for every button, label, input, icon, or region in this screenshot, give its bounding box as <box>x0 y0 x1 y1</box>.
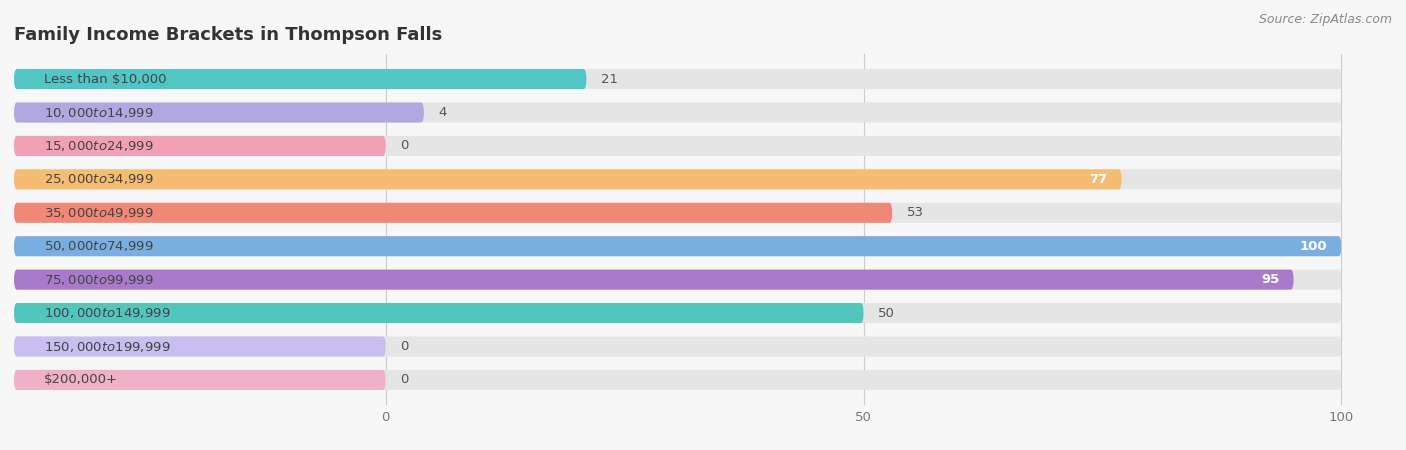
Text: $50,000 to $74,999: $50,000 to $74,999 <box>44 239 153 253</box>
Text: 53: 53 <box>907 206 924 219</box>
Text: Family Income Brackets in Thompson Falls: Family Income Brackets in Thompson Falls <box>14 26 443 44</box>
Text: 50: 50 <box>877 306 894 320</box>
FancyBboxPatch shape <box>14 69 1341 89</box>
FancyBboxPatch shape <box>14 103 425 122</box>
Text: 0: 0 <box>401 374 408 387</box>
Text: $35,000 to $49,999: $35,000 to $49,999 <box>44 206 153 220</box>
FancyBboxPatch shape <box>14 203 893 223</box>
Text: $15,000 to $24,999: $15,000 to $24,999 <box>44 139 153 153</box>
FancyBboxPatch shape <box>14 303 1341 323</box>
FancyBboxPatch shape <box>14 370 1341 390</box>
Text: $100,000 to $149,999: $100,000 to $149,999 <box>44 306 170 320</box>
FancyBboxPatch shape <box>14 236 1341 256</box>
Text: $75,000 to $99,999: $75,000 to $99,999 <box>44 273 153 287</box>
Text: 100: 100 <box>1299 240 1327 253</box>
FancyBboxPatch shape <box>14 303 863 323</box>
FancyBboxPatch shape <box>14 169 1341 189</box>
FancyBboxPatch shape <box>14 370 385 390</box>
FancyBboxPatch shape <box>14 270 1341 290</box>
Text: 77: 77 <box>1090 173 1107 186</box>
Text: $10,000 to $14,999: $10,000 to $14,999 <box>44 105 153 120</box>
FancyBboxPatch shape <box>14 337 1341 356</box>
Text: 0: 0 <box>401 340 408 353</box>
Text: Source: ZipAtlas.com: Source: ZipAtlas.com <box>1258 14 1392 27</box>
Text: Less than $10,000: Less than $10,000 <box>44 72 166 86</box>
Text: $150,000 to $199,999: $150,000 to $199,999 <box>44 339 170 354</box>
FancyBboxPatch shape <box>14 236 1341 256</box>
Text: 95: 95 <box>1261 273 1279 286</box>
FancyBboxPatch shape <box>14 103 1341 122</box>
Text: $200,000+: $200,000+ <box>44 374 118 387</box>
FancyBboxPatch shape <box>14 270 1294 290</box>
FancyBboxPatch shape <box>14 69 586 89</box>
Text: 21: 21 <box>600 72 617 86</box>
FancyBboxPatch shape <box>14 337 385 356</box>
Text: 4: 4 <box>439 106 447 119</box>
Text: $25,000 to $34,999: $25,000 to $34,999 <box>44 172 153 186</box>
FancyBboxPatch shape <box>14 136 385 156</box>
FancyBboxPatch shape <box>14 136 1341 156</box>
Text: 0: 0 <box>401 140 408 153</box>
FancyBboxPatch shape <box>14 203 1341 223</box>
FancyBboxPatch shape <box>14 169 1122 189</box>
